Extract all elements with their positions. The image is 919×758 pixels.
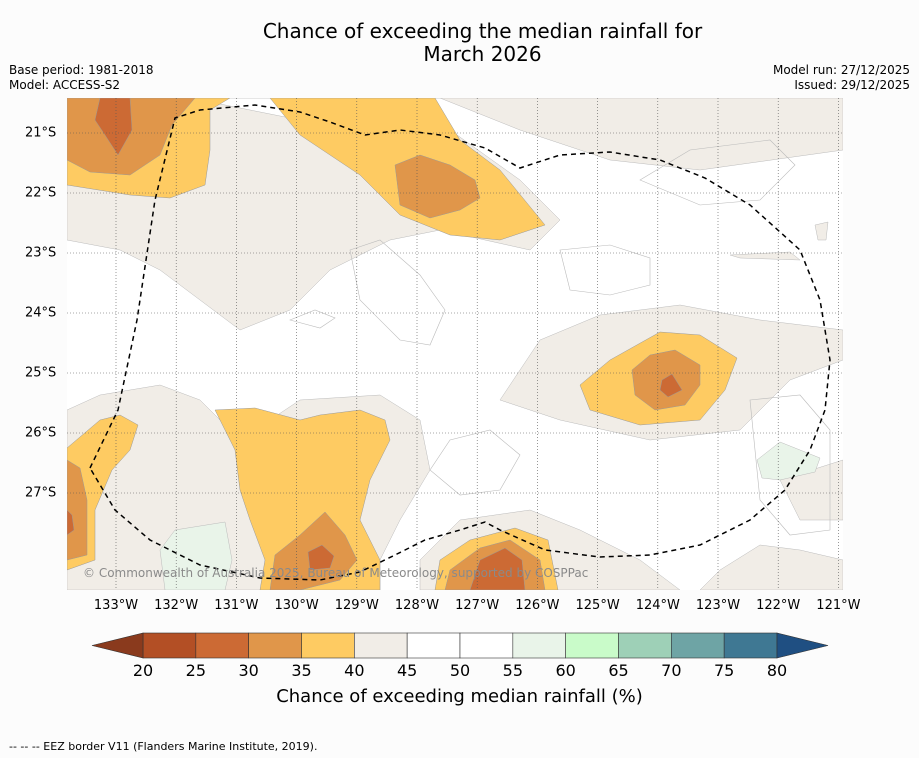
x-tick-label: 128°W	[394, 598, 440, 613]
y-tick-label: 23°S	[25, 245, 57, 261]
y-tick-label: 25°S	[25, 365, 57, 381]
colorbar-tick-label: 35	[291, 661, 312, 680]
colorbar-tick-label: 70	[661, 661, 682, 680]
x-tick-label: 133°W	[93, 598, 139, 613]
x-tick-label: 125°W	[575, 598, 620, 613]
colorbar-label: Chance of exceeding median rainfall (%)	[276, 686, 643, 707]
prob-25-30-regions	[67, 98, 683, 590]
y-tick-label: 27°S	[25, 485, 57, 501]
x-tick-label: 131°W	[214, 598, 259, 613]
x-tick-label: 126°W	[515, 598, 560, 613]
colorbar-tick-label: 25	[185, 661, 207, 680]
colorbar-segment	[195, 632, 249, 659]
x-tick-label: 122°W	[756, 598, 801, 613]
y-tick-label: 21°S	[25, 125, 57, 141]
colorbar-over-arrow	[776, 632, 829, 659]
copyright-notice: © Commonwealth of Australia 2025, Bureau…	[83, 566, 589, 580]
x-tick-label: 123°W	[695, 598, 741, 613]
model-run: Model run: 27/12/2025	[772, 63, 910, 77]
colorbar-segment	[354, 632, 408, 659]
y-tick-label: 22°S	[25, 185, 57, 201]
colorbar-tick-label: 30	[238, 661, 259, 680]
colorbar-segment	[406, 632, 461, 659]
colorbar-tick-label: 60	[555, 661, 576, 680]
x-tick-label: 132°W	[154, 598, 199, 613]
colorbar-segment	[671, 632, 725, 659]
issued-date: Issued: 29/12/2025	[794, 78, 910, 92]
graticule	[67, 98, 843, 590]
contour-lines	[289, 139, 831, 536]
map-title: Chance of exceeding the median rainfall …	[0, 20, 919, 66]
prob-55-60-regions	[159, 441, 821, 590]
colorbar-segment	[248, 632, 302, 659]
colorbar-segment	[142, 632, 197, 659]
colorbar-segment	[565, 632, 619, 659]
colorbar-tick-label: 50	[449, 661, 471, 680]
colorbar-under-arrow	[91, 632, 144, 659]
x-tick-label: 124°W	[635, 598, 680, 613]
colorbar-tick-label: 65	[608, 661, 629, 680]
model-name: Model: ACCESS-S2	[9, 78, 121, 92]
title-line-1: Chance of exceeding the median rainfall …	[262, 19, 703, 43]
y-tick-label: 24°S	[25, 305, 57, 321]
colorbar-segment	[723, 632, 778, 659]
colorbar-segment	[512, 632, 566, 659]
colorbar-tick-label: 20	[132, 661, 154, 680]
colorbar	[91, 632, 829, 659]
y-tick-label: 26°S	[25, 425, 57, 441]
x-tick-label: 130°W	[274, 598, 319, 613]
map-plot-area	[67, 98, 843, 590]
title-line-2: March 2026	[423, 42, 542, 66]
x-tick-label: 129°W	[334, 598, 379, 613]
colorbar-tick-label: 40	[344, 661, 365, 680]
x-tick-label: 127°W	[455, 598, 500, 613]
model-info: Base period: 1981-2018 Model: ACCESS-S2	[9, 63, 154, 93]
colorbar-segment	[618, 632, 672, 659]
colorbar-tick-label: 75	[713, 661, 735, 680]
colorbar-segment	[301, 632, 355, 659]
base-period: Base period: 1981-2018	[9, 63, 154, 77]
eez-border	[89, 104, 831, 581]
colorbar-tick-label: 55	[502, 661, 524, 680]
eez-legend-note: -- -- -- EEZ border V11 (Flanders Marine…	[9, 740, 318, 753]
colorbar-segment	[459, 632, 514, 659]
run-info: Model run: 27/12/2025 Issued: 29/12/2025	[773, 63, 910, 93]
colorbar-tick-label: 80	[766, 661, 788, 680]
x-tick-label: 121°W	[816, 598, 861, 613]
colorbar-tick-label: 45	[396, 661, 418, 680]
